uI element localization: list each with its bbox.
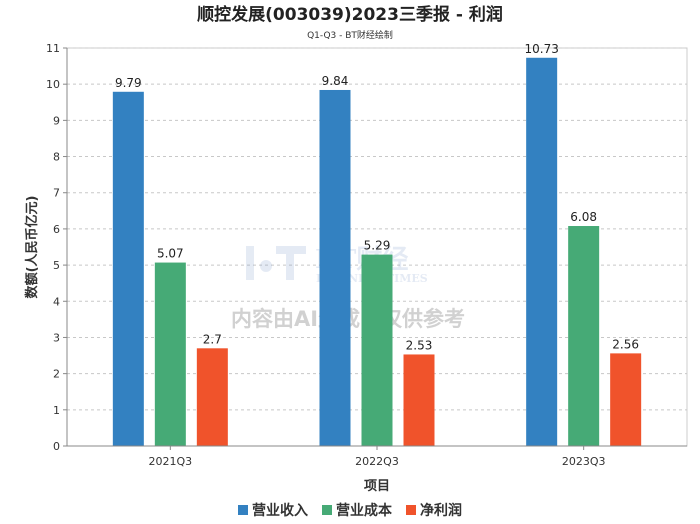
- bar: [403, 354, 435, 446]
- bar: [361, 254, 393, 446]
- legend-item: 营业成本: [322, 500, 392, 520]
- y-tick-label: 0: [53, 440, 60, 453]
- legend-item: 净利润: [406, 500, 462, 520]
- y-tick-label: 2: [53, 368, 60, 381]
- legend: 营业收入 营业成本 净利润: [0, 500, 700, 520]
- bar: [568, 226, 600, 446]
- bar-value-label: 9.84: [322, 74, 349, 88]
- bar: [526, 57, 558, 446]
- y-tick-label: 8: [53, 151, 60, 164]
- x-tick-label: 2023Q3: [562, 455, 606, 468]
- legend-swatch: [322, 505, 332, 515]
- bar: [196, 348, 228, 446]
- bar: [154, 262, 186, 446]
- y-tick-label: 3: [53, 331, 60, 344]
- bar-value-label: 6.08: [570, 210, 597, 224]
- y-tick-label: 10: [46, 78, 60, 91]
- y-tick-label: 7: [53, 187, 60, 200]
- legend-swatch: [238, 505, 248, 515]
- y-tick-label: 6: [53, 223, 60, 236]
- y-tick-label: 9: [53, 114, 60, 127]
- y-axis-label: 数额(人民币亿元): [24, 196, 40, 299]
- bar-value-label: 2.56: [612, 337, 639, 351]
- watermark-logo-icon: [246, 246, 306, 280]
- y-tick-label: 4: [53, 295, 60, 308]
- legend-item: 营业收入: [238, 500, 308, 520]
- legend-label: 营业收入: [252, 503, 308, 519]
- bar: [610, 353, 642, 446]
- bar: [319, 89, 351, 446]
- y-axis-ticks: 0 1 2 3 4 5 6 7 8 9 10 11: [46, 42, 67, 453]
- legend-label: 营业成本: [336, 503, 392, 519]
- x-tick-label: 2021Q3: [149, 455, 193, 468]
- legend-swatch: [406, 505, 416, 515]
- bar-value-label: 10.73: [524, 42, 558, 56]
- y-tick-label: 5: [53, 259, 60, 272]
- chart-title: 顺控发展(003039)2023三季报 - 利润: [197, 4, 503, 25]
- bar: [112, 91, 144, 446]
- chart-subtitle: Q1-Q3 - BT财经绘制: [307, 29, 393, 41]
- legend-label: 净利润: [420, 503, 462, 519]
- y-tick-label: 11: [46, 42, 60, 55]
- bar-value-label: 5.29: [364, 239, 391, 253]
- bar-value-label: 5.07: [157, 247, 184, 261]
- bar-value-label: 9.79: [115, 76, 142, 90]
- bar-value-label: 2.7: [203, 332, 222, 346]
- x-tick-label: 2022Q3: [355, 455, 399, 468]
- x-axis-ticks: 2021Q3 2022Q3 2023Q3: [149, 446, 606, 468]
- bar-labels: 9.79 5.07 2.7 9.84 5.29 2.53 10.73 6.08 2.56: [115, 42, 639, 353]
- x-axis-label: 项目: [364, 479, 390, 494]
- y-tick-label: 1: [53, 404, 60, 417]
- bars: [112, 57, 642, 446]
- bar-value-label: 2.53: [406, 338, 433, 352]
